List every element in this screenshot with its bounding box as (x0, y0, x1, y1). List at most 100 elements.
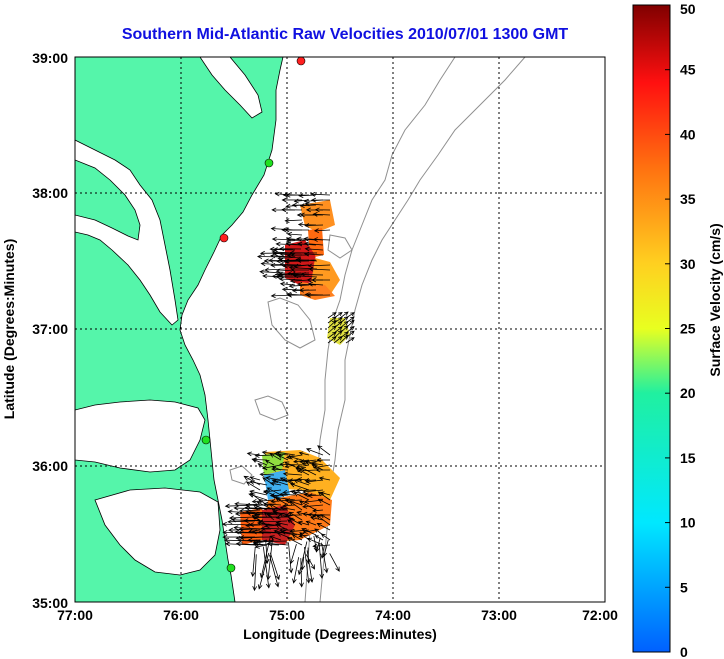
velocity-arrow (281, 197, 303, 203)
velocity-arrow (282, 503, 296, 508)
velocity-arrow (315, 467, 331, 473)
velocity-arrow (300, 467, 317, 476)
velocity-arrow (258, 529, 288, 535)
velocity-arrow (283, 259, 310, 264)
velocity-arrow (282, 471, 303, 477)
x-tick-label: 76:00 (163, 607, 199, 623)
velocity-arrow (327, 325, 337, 334)
colorbar-tick-label: 10 (680, 515, 696, 531)
velocity-arrow (275, 497, 289, 506)
velocity-arrow (306, 550, 314, 583)
y-tick-label: 39:00 (32, 50, 68, 66)
velocity-arrow (305, 554, 316, 570)
colorbar-tick-label: 5 (680, 579, 688, 595)
velocity-arrow (317, 498, 331, 506)
velocity-arrow (280, 529, 303, 536)
velocity-arrow (307, 263, 331, 269)
velocity-arrow (302, 489, 324, 494)
velocity-arrow (293, 273, 318, 279)
velocity-arrow (251, 499, 275, 504)
velocity-arrow (269, 552, 280, 581)
colorbar-tick-label: 50 (680, 1, 696, 17)
velocity-arrow (243, 475, 261, 486)
velocity-arrow (317, 445, 331, 456)
velocity-arrow (339, 311, 349, 319)
velocity-arrow (288, 265, 318, 271)
x-tick-label: 72:00 (582, 607, 618, 623)
velocity-arrow (227, 509, 256, 515)
velocity-arrow (310, 515, 324, 521)
velocity-arrow (301, 528, 317, 536)
velocity-arrow (278, 276, 303, 282)
velocity-arrow (281, 287, 303, 292)
velocity-arrow (289, 250, 318, 256)
velocity-arrow (281, 207, 303, 213)
velocity-arrow (286, 231, 303, 237)
velocity-arrow (287, 519, 296, 526)
velocity-arrow (320, 514, 331, 521)
colorbar-tick-label: 0 (680, 644, 688, 659)
velocity-arrow (245, 509, 280, 515)
velocity-arrow (316, 514, 331, 526)
velocity-arrow (312, 212, 331, 217)
velocity-arrow (292, 557, 300, 584)
velocity-arrow (286, 271, 310, 276)
colorbar: 0 5 10 15 20 25 30 35 40 45 50 Surface Velocity (c… (632, 1, 723, 659)
velocity-arrow (306, 537, 324, 546)
velocity-arrow (231, 517, 264, 523)
velocity-arrow (322, 539, 329, 558)
velocity-arrow (277, 455, 289, 461)
velocity-arrow (289, 500, 303, 511)
y-tick-label: 38:00 (32, 185, 68, 201)
velocity-arrow (285, 192, 310, 198)
radar-stations (201, 57, 306, 573)
velocity-arrow (288, 511, 303, 521)
velocity-arrow (258, 519, 288, 525)
map-title: Southern Mid-Atlantic Raw Velocities 201… (122, 26, 569, 43)
velocity-arrow (295, 257, 318, 263)
velocity-arrow (265, 460, 275, 466)
velocity-arrow (304, 201, 324, 207)
velocity-arrow (317, 491, 331, 501)
colorbar-tick-label: 30 (680, 256, 696, 272)
velocity-arrow (312, 237, 331, 242)
velocity-arrow (314, 535, 324, 541)
y-axis-ticks: 35:00 36:00 37:00 38:00 39:00 (32, 50, 68, 611)
velocity-arrow (327, 319, 337, 329)
velocity-arrow (277, 255, 302, 261)
velocity-arrow (304, 546, 311, 584)
velocity-arrow (311, 277, 331, 283)
colorbar-label: Surface Velocity (cm/s) (707, 223, 723, 376)
velocity-arrow (345, 337, 355, 344)
velocity-arrow (288, 455, 303, 461)
velocity-arrow (282, 263, 310, 269)
velocity-arrow (311, 464, 324, 471)
colorbar-tick-label: 35 (680, 191, 696, 207)
velocity-arrow (310, 192, 331, 197)
velocity-arrow (275, 241, 302, 247)
velocity-arrow (286, 292, 310, 298)
velocity-arrow (297, 541, 308, 576)
velocity-arrow (262, 546, 271, 589)
velocity-arrow (310, 197, 331, 203)
velocity-arrow (305, 479, 324, 484)
velocity-arrow (233, 505, 264, 511)
velocity-arrow (302, 504, 324, 509)
delaware-bay (199, 57, 263, 119)
velocity-arrow (293, 492, 310, 501)
velocity-arrow (284, 218, 303, 223)
velocity-arrow (288, 542, 294, 574)
velocity-arrow (320, 545, 326, 559)
x-tick-label: 74:00 (375, 607, 411, 623)
velocity-arrow (305, 292, 331, 298)
velocity-arrow (289, 278, 310, 284)
velocity-arrow (250, 546, 256, 578)
velocity-arrow (248, 492, 268, 501)
velocity-arrow (293, 479, 310, 486)
station-marker (201, 435, 211, 445)
chesapeake-bay (75, 139, 179, 326)
velocity-arrow (259, 250, 286, 256)
colorbar-tick-label: 40 (680, 126, 696, 142)
velocity-arrow (269, 481, 282, 486)
velocity-arrow (298, 451, 310, 456)
